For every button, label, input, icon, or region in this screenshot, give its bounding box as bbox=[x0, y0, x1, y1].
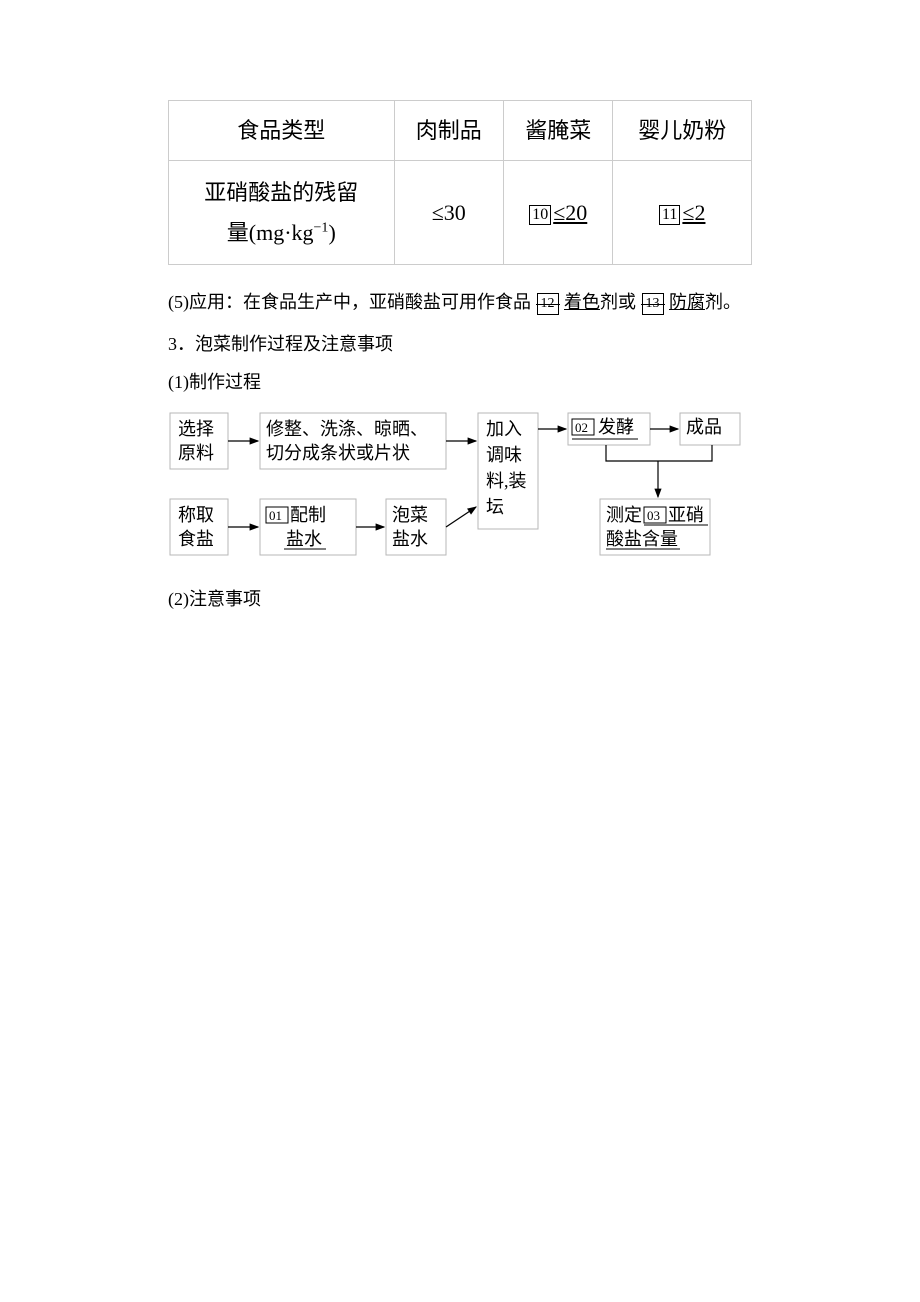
cell-meat: ≤30 bbox=[394, 161, 503, 265]
label-12: 12 bbox=[537, 293, 559, 315]
label-13: 13 bbox=[642, 293, 664, 315]
row-label: 亚硝酸盐的残留 量(mg·kg−1) bbox=[169, 161, 395, 265]
b5l2: 盐水 bbox=[392, 529, 428, 549]
b5l1: 泡菜 bbox=[392, 505, 428, 525]
app-t2: 剂或 bbox=[600, 292, 636, 312]
b9t2: 酸盐含量 bbox=[606, 529, 678, 549]
flowchart: 选择 原料 修整、洗涤、晾晒、 切分成条状或片状 称取 食盐 01 配制 盐水 … bbox=[168, 407, 752, 567]
milk-val: ≤2 bbox=[682, 200, 705, 225]
b8: 成品 bbox=[686, 417, 722, 437]
b6l2: 调味 bbox=[486, 445, 522, 465]
b4num: 01 bbox=[269, 508, 282, 523]
b6l4: 坛 bbox=[486, 497, 504, 517]
flow-svg: 选择 原料 修整、洗涤、晾晒、 切分成条状或片状 称取 食盐 01 配制 盐水 … bbox=[168, 407, 752, 567]
label-10: 10 bbox=[529, 205, 551, 225]
b1l2: 原料 bbox=[178, 443, 214, 463]
row-label-l1: 亚硝酸盐的残留 bbox=[204, 180, 358, 205]
label-11: 11 bbox=[659, 205, 680, 225]
b3l1: 称取 bbox=[178, 505, 214, 525]
application-line: (5)应用：在食品生产中，亚硝酸盐可用作食品 12 着色剂或 13 防腐剂。 bbox=[168, 285, 752, 319]
b2l1: 修整、洗涤、晾晒、 bbox=[266, 419, 428, 439]
b1l1: 选择 bbox=[178, 419, 214, 439]
nitrite-table: 食品类型 肉制品 酱腌菜 婴儿奶粉 亚硝酸盐的残留 量(mg·kg−1) ≤30… bbox=[168, 100, 752, 265]
section-3: 3．泡菜制作过程及注意事项 bbox=[168, 330, 752, 359]
app-t1: 在食品生产中，亚硝酸盐可用作食品 bbox=[243, 292, 531, 312]
b7t: 发酵 bbox=[598, 417, 634, 437]
app-u2: 防腐 bbox=[669, 292, 705, 312]
cell-milk: 11≤2 bbox=[613, 161, 752, 265]
th-veg: 酱腌菜 bbox=[504, 101, 613, 161]
th-meat: 肉制品 bbox=[394, 101, 503, 161]
row-label-l2b: ) bbox=[328, 220, 335, 245]
th-milk: 婴儿奶粉 bbox=[613, 101, 752, 161]
veg-val: ≤20 bbox=[553, 200, 587, 225]
row-label-sup: −1 bbox=[314, 220, 329, 235]
b7num: 02 bbox=[575, 420, 588, 435]
b6l1: 加入 bbox=[486, 419, 522, 439]
sub-2: (2)注意事项 bbox=[168, 585, 752, 614]
b6l3: 料,装 bbox=[486, 471, 527, 491]
app-u1: 着色 bbox=[564, 292, 600, 312]
app-bold: 应用： bbox=[189, 292, 243, 312]
b4t2: 盐水 bbox=[286, 529, 322, 549]
th-type: 食品类型 bbox=[169, 101, 395, 161]
b9t1b: 亚硝 bbox=[668, 505, 704, 525]
b4t1: 配制 bbox=[290, 505, 326, 525]
app-t3: 剂。 bbox=[705, 292, 741, 312]
b9num: 03 bbox=[647, 508, 660, 523]
app-prefix: (5) bbox=[168, 292, 189, 312]
b3l2: 食盐 bbox=[178, 529, 214, 549]
b2l2: 切分成条状或片状 bbox=[266, 443, 410, 463]
sub-1: (1)制作过程 bbox=[168, 368, 752, 397]
cell-veg: 10≤20 bbox=[504, 161, 613, 265]
row-label-l2a: 量(mg·kg bbox=[227, 220, 314, 245]
b9t1a: 测定 bbox=[606, 505, 642, 525]
